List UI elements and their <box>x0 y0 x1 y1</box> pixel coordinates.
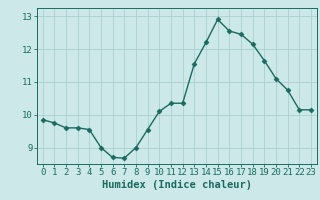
X-axis label: Humidex (Indice chaleur): Humidex (Indice chaleur) <box>102 180 252 190</box>
